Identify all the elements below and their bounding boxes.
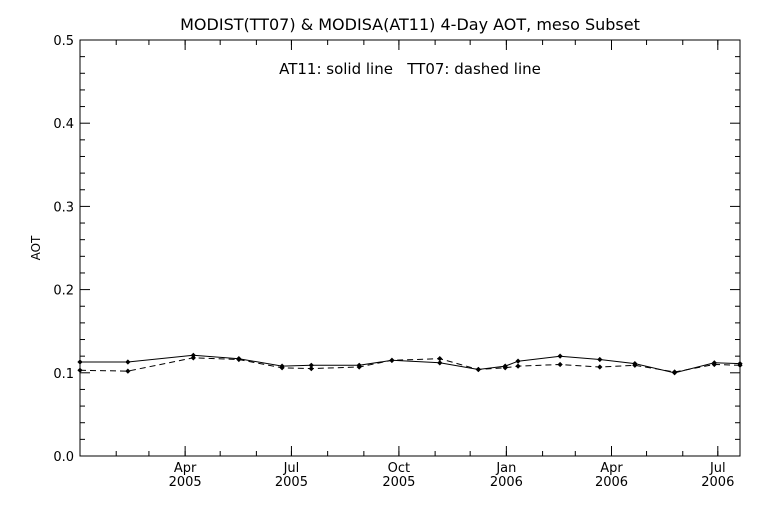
x-tick-label-year: 2005 <box>382 475 415 490</box>
data-point-tt07 <box>597 364 603 370</box>
data-point-at11 <box>77 359 83 365</box>
y-axis-label: AOT <box>29 235 43 260</box>
data-point-at11 <box>125 359 131 365</box>
series-line-at11 <box>80 354 741 374</box>
data-point-at11 <box>515 358 521 364</box>
series-line-tt07 <box>79 357 741 373</box>
x-tick-label-month: Apr <box>600 461 623 476</box>
data-point-tt07 <box>475 366 481 373</box>
data-point-tt07 <box>671 369 678 375</box>
data-point-tt07 <box>308 366 314 372</box>
data-point-tt07 <box>77 367 83 373</box>
data-point-tt07 <box>190 355 196 361</box>
data-point-at11 <box>437 360 443 366</box>
x-tick-label-year: 2006 <box>595 475 628 490</box>
x-tick-label-month: Jul <box>709 461 726 476</box>
x-tick-label-month: Jan <box>495 461 516 476</box>
data-point-tt07 <box>557 361 563 368</box>
y-tick-label: 0.3 <box>53 200 74 215</box>
data-point-tt07 <box>279 365 285 371</box>
data-point-tt07 <box>502 365 508 371</box>
x-tick-label-year: 2005 <box>275 475 308 490</box>
y-tick-label: 0.1 <box>53 367 74 382</box>
x-tick-label-year: 2006 <box>490 475 523 490</box>
y-tick-label: 0.0 <box>53 450 74 465</box>
y-tick-label: 0.5 <box>53 34 74 49</box>
series-style-note: AT11: solid line TT07: dashed line <box>279 60 541 78</box>
x-tick-label-month: Jul <box>283 461 300 476</box>
x-tick-label-year: 2005 <box>169 475 202 490</box>
plot-frame <box>79 39 741 457</box>
data-point-tt07 <box>125 368 131 374</box>
y-tick-label: 0.4 <box>53 117 74 132</box>
data-point-at11 <box>597 356 603 363</box>
data-point-tt07 <box>711 361 717 368</box>
y-tick-label: 0.2 <box>53 284 74 299</box>
plot-layer <box>77 352 743 376</box>
axes-layer: 0.00.10.20.30.40.5Apr2005Jul2005Oct2005J… <box>53 34 741 490</box>
data-point-tt07 <box>515 363 521 369</box>
x-tick-label-year: 2006 <box>701 475 734 490</box>
data-point-tt07 <box>389 357 395 363</box>
chart-title: MODIST(TT07) & MODISA(AT11) 4-Day AOT, m… <box>180 15 640 34</box>
data-point-at11 <box>557 353 563 359</box>
data-point-tt07 <box>437 356 443 362</box>
data-point-tt07 <box>356 364 362 370</box>
data-point-tt07 <box>737 362 743 368</box>
data-point-tt07 <box>632 362 638 368</box>
x-tick-label-month: Apr <box>174 461 197 476</box>
x-tick-label-month: Oct <box>388 461 410 476</box>
data-point-tt07 <box>236 356 242 363</box>
